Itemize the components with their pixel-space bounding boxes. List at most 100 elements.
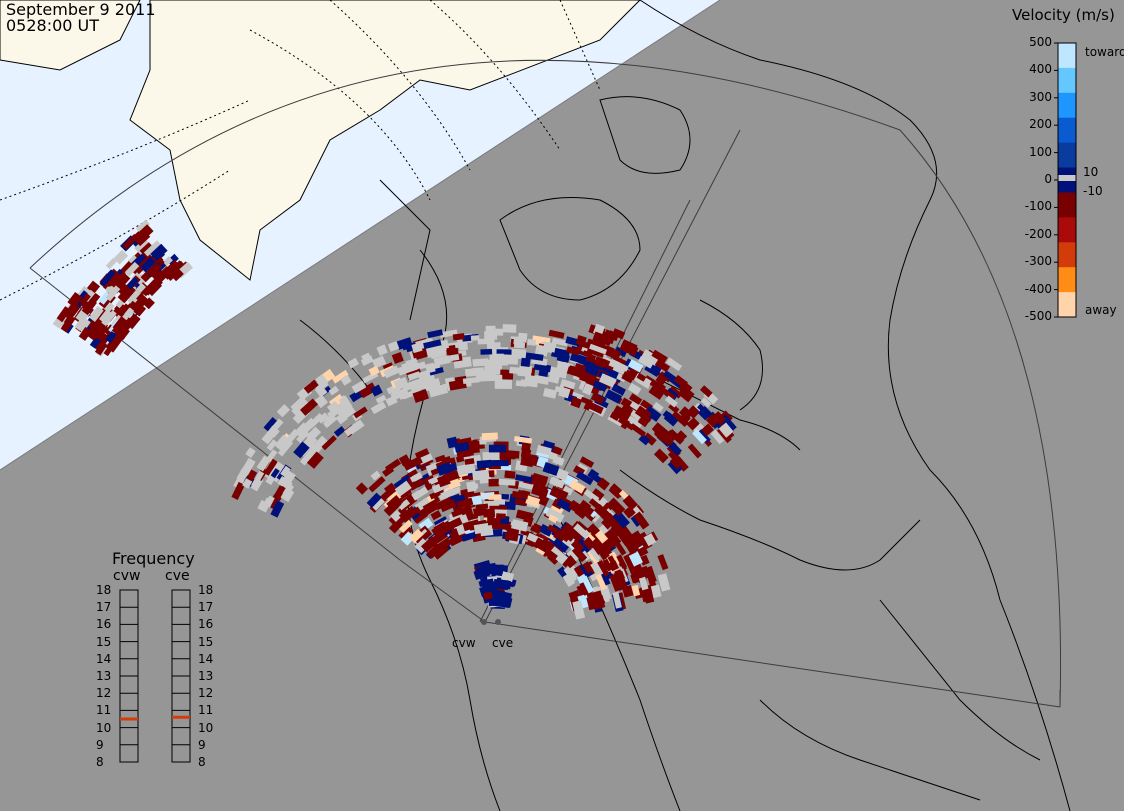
scatter-cell	[710, 429, 725, 445]
scatter-cell	[634, 405, 652, 422]
scatter-cell	[653, 448, 669, 464]
scatter-cell	[588, 498, 606, 514]
scatter-cell	[274, 434, 290, 451]
frequency-tick: 17	[96, 600, 112, 615]
scatter-cell	[509, 366, 521, 375]
scatter-cell	[511, 490, 529, 500]
velocity-tick: -400	[1024, 281, 1052, 296]
scatter-cell	[483, 591, 493, 601]
scatter-cell	[596, 477, 610, 491]
scatter-cell	[67, 291, 83, 308]
scatter-cell	[335, 400, 353, 416]
scatter-cell	[601, 345, 622, 361]
scatter-cell	[686, 405, 701, 419]
scatter-cell	[566, 548, 581, 563]
frequency-tick: 15	[96, 634, 112, 649]
scatter-cell	[409, 472, 422, 483]
scatter-cell	[521, 442, 531, 452]
scatter-cell	[105, 257, 117, 270]
scatter-cell	[438, 488, 456, 501]
scatter-cell	[368, 476, 386, 493]
terminator-line	[0, 0, 721, 471]
scatter-cell	[78, 290, 91, 303]
scatter-cell	[705, 413, 720, 428]
scatter-cell	[628, 564, 641, 584]
velocity-inner-tick-pos: 10	[1083, 165, 1099, 179]
scatter-cell	[498, 478, 516, 486]
scatter-cell	[294, 422, 311, 439]
frequency-radar-cvw: cvw	[113, 568, 141, 584]
scatter-cell	[699, 385, 713, 398]
frequency-tick: 16	[96, 617, 112, 632]
scatter-cell	[662, 410, 678, 425]
scatter-cell	[355, 482, 369, 495]
scatter-cell	[99, 269, 116, 287]
scatter-cell	[627, 382, 642, 396]
radar-scatter-cells	[52, 219, 737, 620]
scatter-cell	[481, 432, 498, 441]
scatter-cell	[134, 290, 144, 301]
scatter-cell	[80, 293, 91, 305]
scatter-cell	[622, 494, 638, 511]
scatter-cell	[599, 365, 619, 381]
scatter-cell	[472, 367, 485, 374]
scatter-cell	[712, 411, 727, 426]
scatter-cell	[529, 525, 542, 535]
scatter-cell	[417, 369, 432, 383]
scatter-cell	[525, 495, 541, 507]
scatter-cell	[242, 478, 253, 489]
scatter-cell	[587, 401, 604, 415]
scatter-cell	[387, 341, 400, 352]
scatter-cell	[382, 465, 395, 477]
scatter-cell	[621, 584, 634, 598]
scatter-cell	[136, 282, 147, 294]
scatter-cell	[170, 268, 184, 282]
scatter-cell	[612, 510, 630, 529]
scatter-cell	[477, 338, 495, 345]
scatter-cell	[640, 349, 661, 366]
scatter-cell	[591, 393, 605, 404]
scatter-cell	[472, 358, 489, 366]
scatter-cell	[548, 476, 566, 489]
scatter-cell	[140, 256, 156, 273]
frequency-tick: 13	[198, 669, 214, 683]
scatter-cell	[570, 539, 585, 553]
scatter-cell	[488, 359, 503, 366]
scatter-cell	[608, 358, 621, 370]
radar-site-cvw-marker	[481, 619, 487, 625]
scatter-cell	[568, 365, 587, 376]
scatter-cell	[305, 448, 319, 463]
scatter-cell	[398, 525, 414, 541]
scatter-cell	[117, 284, 136, 304]
scatter-cell	[468, 446, 480, 454]
velocity-tick: 0	[1044, 172, 1052, 186]
siberia-land	[0, 0, 141, 71]
scatter-cell	[279, 470, 296, 489]
scatter-cell	[263, 458, 278, 476]
scatter-cell	[124, 261, 140, 277]
scatter-cell	[586, 549, 599, 564]
scatter-cell	[483, 508, 496, 518]
scatter-cell	[562, 485, 574, 496]
frequency-title: Frequency	[112, 549, 195, 568]
scatter-cell	[122, 307, 135, 321]
scatter-cell	[418, 380, 433, 391]
scatter-cell	[569, 479, 586, 494]
velocity-tick: 300	[1029, 89, 1052, 104]
scatter-cell	[383, 498, 402, 517]
scatter-cell	[533, 362, 552, 373]
scatter-cell	[520, 357, 531, 368]
colorbar-band	[1058, 67, 1076, 94]
scatter-cell	[485, 325, 496, 336]
scatter-cell	[449, 354, 460, 362]
frequency-tick: 17	[198, 600, 214, 615]
scatter-cell	[451, 507, 468, 518]
scatter-cell	[657, 554, 669, 571]
toward-label: toward	[1085, 45, 1124, 59]
scatter-cell	[511, 519, 529, 532]
scatter-cell	[701, 423, 714, 437]
scatter-cell	[525, 352, 544, 361]
scatter-cell	[306, 451, 324, 469]
scatter-cell	[293, 441, 310, 459]
scatter-cell	[464, 458, 475, 465]
